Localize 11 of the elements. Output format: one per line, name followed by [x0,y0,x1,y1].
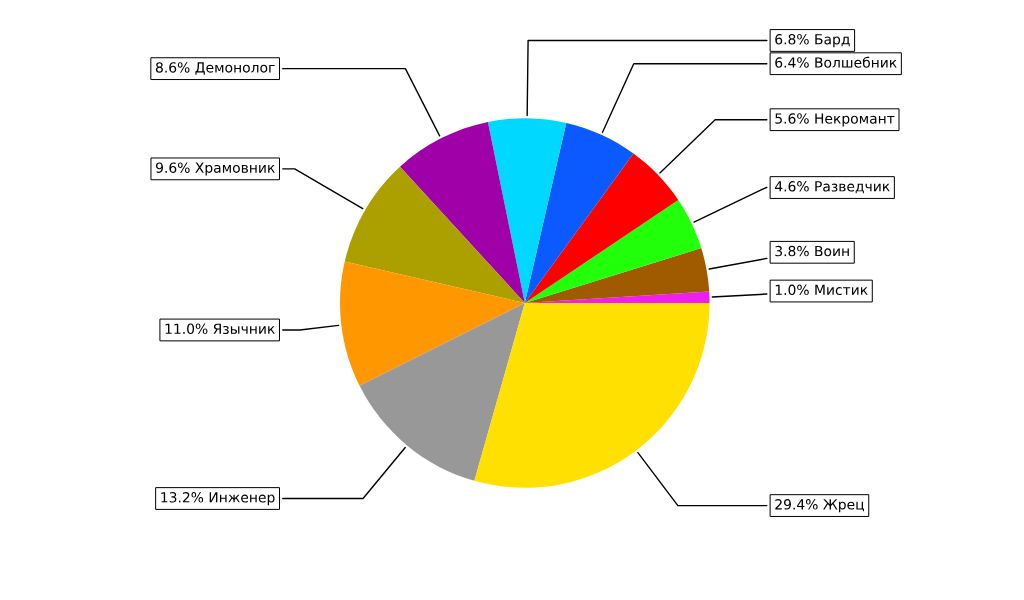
slice-label: 11.0% Язычник [165,323,275,335]
slice-label: 9.6% Храмовник [156,162,275,176]
slice-label: 6.4% Волшебник [775,56,897,68]
slice-label: 3.8% Воин [775,245,849,257]
slice-label: 13.2% Инженер [161,492,275,506]
slice-label: 8.6% Демонолог [155,62,275,75]
slice-label: 4.6% Разведчик [774,181,890,194]
slice-label: 1.0% Мистик [775,284,868,296]
slice-label: 29.4% Жрец [775,499,864,513]
slice-label: 6.8% Бард [775,33,850,48]
slice-label: 5.6% Некромант [775,113,895,127]
